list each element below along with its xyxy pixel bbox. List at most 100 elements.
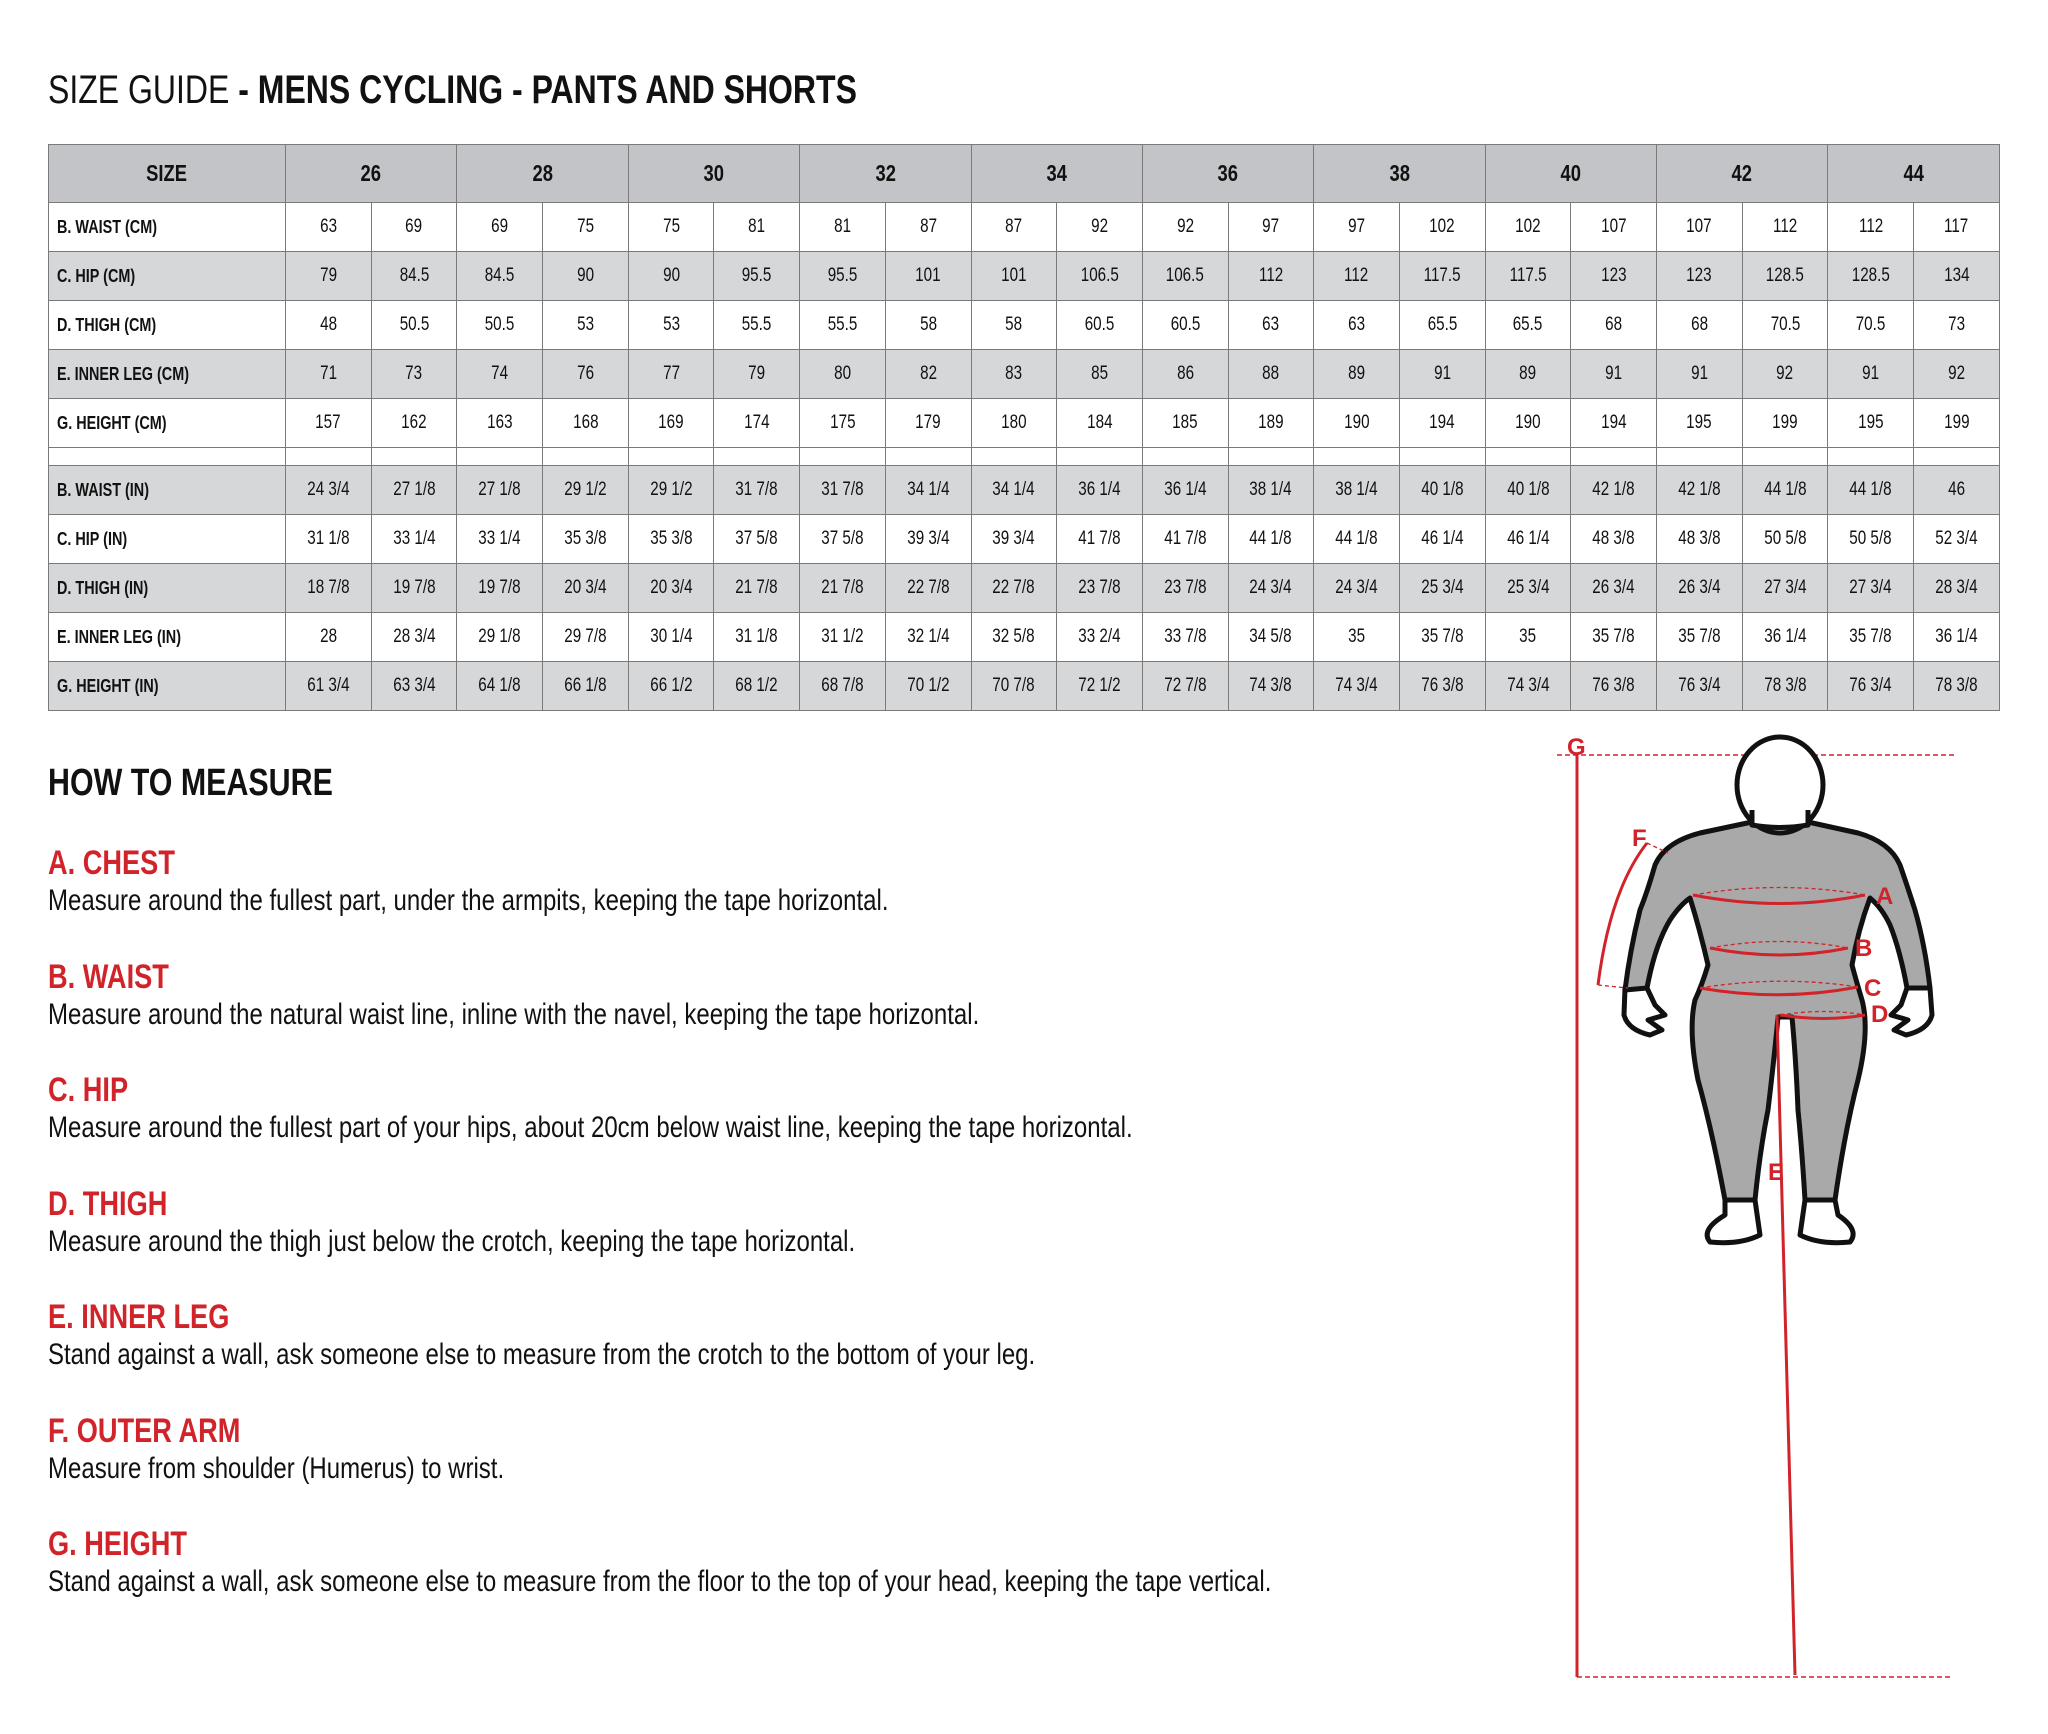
cell-value: 89 xyxy=(1348,363,1366,384)
table-cell: 85 xyxy=(1056,349,1143,399)
cell-value: 199 xyxy=(1772,412,1798,433)
cell-value: 88 xyxy=(1262,363,1280,384)
row-label: B. WAIST (IN) xyxy=(48,465,286,515)
table-row: B. WAIST (IN) 24 3/4 27 1/8 27 1/8 29 1/2 29 … xyxy=(48,465,2000,515)
table-cell: 24 3/4 xyxy=(1227,563,1315,613)
cell-value: 91 xyxy=(1862,363,1880,384)
measure-lines xyxy=(1596,842,1866,1676)
size-header-text: SIZE xyxy=(146,160,188,186)
measure-item: C. HIP Measure around the fullest part of… xyxy=(48,1071,1548,1147)
table-cell: 102 xyxy=(1484,202,1572,252)
table-cell: 179 xyxy=(884,398,972,448)
spacer-cell xyxy=(1913,447,2000,466)
size-column-header: 32 xyxy=(799,144,972,203)
cell-value: 76 3/8 xyxy=(1592,675,1635,696)
table-cell: 199 xyxy=(1913,398,2000,448)
cell-value: 123 xyxy=(1686,265,1713,286)
table-cell: 102 xyxy=(1398,202,1486,252)
table-cell: 79 xyxy=(285,251,372,301)
table-cell: 63 3/4 xyxy=(370,661,458,711)
cell-value: 87 xyxy=(919,216,937,237)
neck xyxy=(1749,810,1811,830)
row-label-text: B. WAIST (CM) xyxy=(57,216,157,237)
table-cell: 68 7/8 xyxy=(799,661,886,711)
cell-value: 31 7/8 xyxy=(821,479,864,500)
cell-value: 50.5 xyxy=(399,314,429,335)
cell-value: 25 3/4 xyxy=(1421,577,1464,598)
size-header: SIZE xyxy=(48,144,286,203)
table-cell: 92 xyxy=(1141,202,1229,252)
table-cell: 44 1/8 xyxy=(1827,465,1915,515)
cell-value: 95.5 xyxy=(827,265,858,286)
cell-value: 27 3/4 xyxy=(1763,577,1807,598)
cell-value: 63 xyxy=(1348,314,1366,335)
row-label: C. HIP (IN) xyxy=(48,514,286,564)
table-cell: 63 xyxy=(1313,300,1400,350)
cell-value: 162 xyxy=(401,412,427,433)
table-cell: 19 7/8 xyxy=(456,563,544,613)
table-cell: 29 1/8 xyxy=(456,612,544,662)
cell-value: 24 3/4 xyxy=(307,479,350,500)
table-cell: 77 xyxy=(627,349,715,399)
label-d: D xyxy=(1871,1001,1888,1028)
row-label: G. HEIGHT (CM) xyxy=(48,398,286,448)
table-cell: 28 xyxy=(285,612,372,662)
table-cell: 66 1/2 xyxy=(627,661,715,711)
cell-value: 27 1/8 xyxy=(478,479,521,500)
table-cell: 42 1/8 xyxy=(1570,465,1657,515)
left-hand xyxy=(1621,985,1668,1038)
table-cell: 74 xyxy=(456,349,544,399)
measure-item-text: Measure around the fullest part of your … xyxy=(48,1111,1133,1144)
table-cell: 68 xyxy=(1656,300,1743,350)
spacer-cell xyxy=(799,447,886,466)
table-cell: 27 1/8 xyxy=(370,465,458,515)
title-suffix: - MENS CYCLING - PANTS AND SHORTS xyxy=(229,68,857,112)
cell-value: 89 xyxy=(1519,363,1537,384)
title-prefix: SIZE GUIDE xyxy=(48,68,230,112)
right-hand xyxy=(1888,985,1935,1038)
row-label-text: G. HEIGHT (CM) xyxy=(57,412,167,433)
cell-value: 44 1/8 xyxy=(1849,479,1892,500)
row-label-text: G. HEIGHT (IN) xyxy=(57,675,159,696)
table-cell: 20 3/4 xyxy=(542,563,629,613)
size-column-header: 34 xyxy=(970,144,1143,203)
cell-value: 35 7/8 xyxy=(1421,626,1464,647)
table-cell: 25 3/4 xyxy=(1398,563,1486,613)
cell-value: 28 3/4 xyxy=(1935,577,1978,598)
table-cell: 31 1/8 xyxy=(285,514,372,564)
cell-value: 81 xyxy=(748,216,766,237)
table-cell: 194 xyxy=(1570,398,1657,448)
table-cell: 24 3/4 xyxy=(1313,563,1400,613)
cell-value: 69 xyxy=(405,216,423,237)
cell-value: 86 xyxy=(1176,363,1194,384)
size-value: 44 xyxy=(1903,160,1924,186)
table-cell: 22 7/8 xyxy=(884,563,972,613)
cell-value: 21 7/8 xyxy=(735,577,778,598)
cell-value: 34 5/8 xyxy=(1249,626,1293,647)
table-cell: 112 xyxy=(1741,202,1829,252)
cell-value: 33 7/8 xyxy=(1164,626,1207,647)
cell-value: 78 3/8 xyxy=(1763,675,1807,696)
cell-value: 66 1/2 xyxy=(649,675,693,696)
body-silhouette xyxy=(1621,734,1935,1246)
cell-value: 44 1/8 xyxy=(1763,479,1807,500)
cell-value: 92 xyxy=(1091,216,1108,237)
cell-value: 24 3/4 xyxy=(1335,577,1378,598)
table-cell: 69 xyxy=(370,202,458,252)
row-label-text: D. THIGH (IN) xyxy=(57,577,149,598)
cell-value: 55.5 xyxy=(827,314,858,335)
cell-value: 76 xyxy=(576,363,594,384)
table-cell: 31 7/8 xyxy=(799,465,886,515)
table-cell: 50.5 xyxy=(370,300,458,350)
size-value: 28 xyxy=(532,160,553,186)
cell-value: 194 xyxy=(1600,412,1627,433)
cell-value: 194 xyxy=(1429,412,1455,433)
table-cell: 50 5/8 xyxy=(1827,514,1915,564)
cell-value: 84.5 xyxy=(484,265,515,286)
cell-value: 33 2/4 xyxy=(1078,626,1121,647)
cell-value: 35 xyxy=(1519,626,1537,647)
table-cell: 48 3/8 xyxy=(1656,514,1743,564)
table-cell: 95.5 xyxy=(799,251,886,301)
cell-value: 41 7/8 xyxy=(1164,528,1207,549)
table-cell: 35 7/8 xyxy=(1398,612,1486,662)
